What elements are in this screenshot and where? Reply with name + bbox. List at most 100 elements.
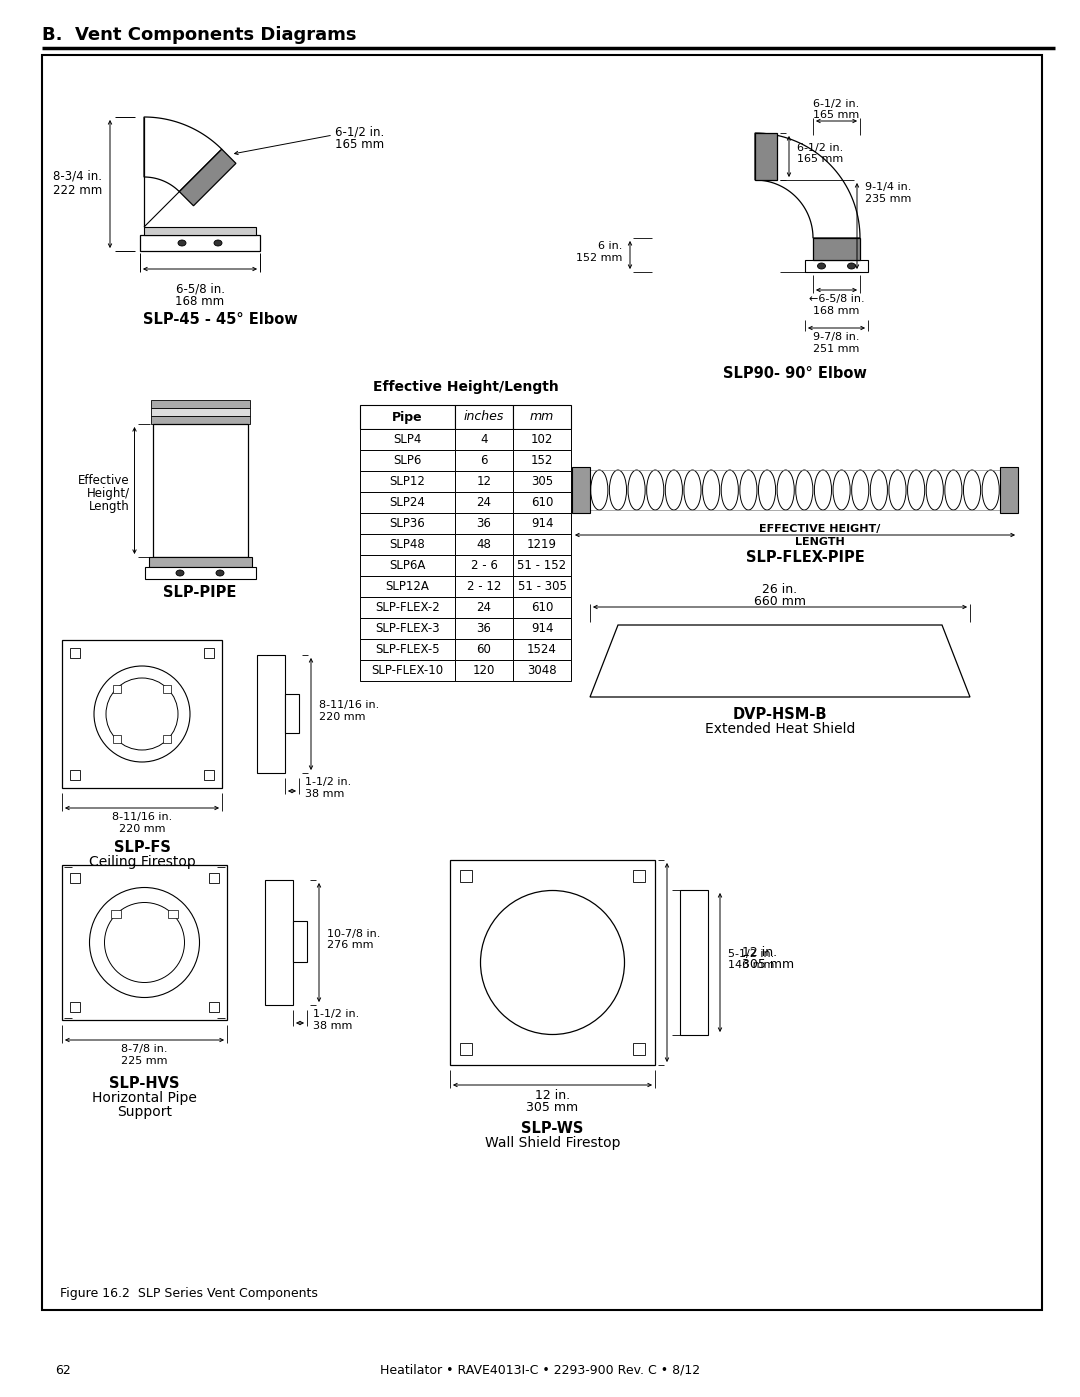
Text: 235 mm: 235 mm [865, 194, 912, 204]
Text: SLP6: SLP6 [393, 454, 421, 467]
Bar [455, 405, 513, 429]
Bar [460, 870, 472, 882]
Bar [70, 1002, 80, 1011]
Text: 152: 152 [530, 454, 553, 467]
Bar [360, 534, 455, 555]
Text: Effective: Effective [78, 474, 130, 488]
Bar [62, 865, 227, 1020]
Text: DVP-HSM-B: DVP-HSM-B [732, 707, 827, 722]
Text: SLP-PIPE: SLP-PIPE [163, 585, 237, 599]
Text: 12 in.: 12 in. [535, 1090, 570, 1102]
Text: 10-7/8 in.: 10-7/8 in. [327, 929, 380, 939]
Text: 48: 48 [476, 538, 491, 550]
Circle shape [105, 902, 185, 982]
Bar [42, 54, 1042, 1310]
Ellipse shape [833, 469, 850, 510]
Text: 1-1/2 in.: 1-1/2 in. [305, 777, 351, 787]
Text: SLP-FLEX-5: SLP-FLEX-5 [375, 643, 440, 657]
Text: SLP12A: SLP12A [386, 580, 430, 592]
Text: inches: inches [463, 411, 504, 423]
Text: 152 mm: 152 mm [576, 253, 622, 263]
Bar [152, 425, 247, 557]
Bar [513, 492, 571, 513]
Text: SLP-FS: SLP-FS [113, 840, 171, 855]
Bar [1000, 467, 1018, 513]
Text: 24: 24 [476, 601, 491, 615]
Bar [112, 735, 121, 743]
Bar [360, 555, 455, 576]
Text: 36: 36 [476, 622, 491, 636]
Ellipse shape [665, 469, 683, 510]
Bar [360, 471, 455, 492]
Text: 102: 102 [530, 433, 553, 446]
Bar [265, 880, 293, 1004]
Text: 220 mm: 220 mm [119, 824, 165, 834]
Text: Pipe: Pipe [392, 411, 422, 423]
Ellipse shape [945, 469, 962, 510]
Text: 8-7/8 in.: 8-7/8 in. [121, 1044, 167, 1053]
Bar [513, 513, 571, 534]
Text: 8-3/4 in.: 8-3/4 in. [53, 169, 102, 183]
Bar [513, 576, 571, 597]
Bar [360, 576, 455, 597]
Ellipse shape [609, 469, 626, 510]
Bar [360, 659, 455, 680]
Bar [513, 429, 571, 450]
Text: Figure 16.2  SLP Series Vent Components: Figure 16.2 SLP Series Vent Components [60, 1287, 318, 1299]
Bar [360, 597, 455, 617]
Bar [360, 429, 455, 450]
Text: SLP4: SLP4 [393, 433, 421, 446]
Text: SLP-FLEX-3: SLP-FLEX-3 [375, 622, 440, 636]
Text: 4: 4 [481, 433, 488, 446]
Bar [572, 467, 590, 513]
Bar [62, 640, 222, 788]
Text: 9-7/8 in.: 9-7/8 in. [813, 332, 860, 342]
Bar [360, 638, 455, 659]
Text: 62: 62 [55, 1363, 71, 1376]
Text: 610: 610 [530, 496, 553, 509]
Text: SLP-HVS: SLP-HVS [109, 1076, 179, 1091]
Text: 222 mm: 222 mm [53, 183, 102, 197]
Text: SLP6A: SLP6A [389, 559, 426, 571]
Bar [360, 492, 455, 513]
Text: 6-1/2 in.: 6-1/2 in. [813, 99, 860, 109]
Bar [455, 534, 513, 555]
Bar [513, 659, 571, 680]
Bar [111, 911, 121, 918]
Text: 276 mm: 276 mm [327, 940, 374, 950]
Ellipse shape [848, 263, 855, 270]
Polygon shape [144, 117, 221, 191]
Text: 660 mm: 660 mm [754, 595, 806, 608]
Text: 2 - 12: 2 - 12 [467, 580, 501, 592]
Ellipse shape [758, 469, 775, 510]
Bar [455, 513, 513, 534]
Bar [150, 416, 249, 425]
Bar [149, 557, 252, 567]
Ellipse shape [982, 469, 999, 510]
Text: Extended Heat Shield: Extended Heat Shield [705, 722, 855, 736]
Text: 165 mm: 165 mm [813, 110, 860, 120]
Bar [360, 405, 455, 429]
Ellipse shape [178, 240, 186, 246]
Text: Height/: Height/ [86, 488, 130, 500]
Bar [450, 861, 654, 1065]
Text: 38 mm: 38 mm [313, 1021, 352, 1031]
Bar [455, 617, 513, 638]
Text: 225 mm: 225 mm [121, 1056, 167, 1066]
Bar [293, 921, 307, 963]
Text: 6 in.: 6 in. [597, 242, 622, 251]
Polygon shape [590, 624, 970, 697]
Ellipse shape [870, 469, 888, 510]
Bar [513, 471, 571, 492]
Ellipse shape [814, 469, 832, 510]
Text: Wall Shield Firestop: Wall Shield Firestop [485, 1136, 620, 1150]
Text: 8-11/16 in.: 8-11/16 in. [319, 700, 379, 710]
Bar [513, 405, 571, 429]
Text: 26 in.: 26 in. [762, 583, 797, 597]
Ellipse shape [647, 469, 664, 510]
Text: EFFECTIVE HEIGHT/: EFFECTIVE HEIGHT/ [759, 524, 880, 534]
Text: SLP36: SLP36 [390, 517, 426, 529]
Text: Heatilator • RAVE4013I-C • 2293-900 Rev. C • 8/12: Heatilator • RAVE4013I-C • 2293-900 Rev.… [380, 1363, 700, 1376]
Bar [455, 429, 513, 450]
Circle shape [90, 887, 200, 997]
